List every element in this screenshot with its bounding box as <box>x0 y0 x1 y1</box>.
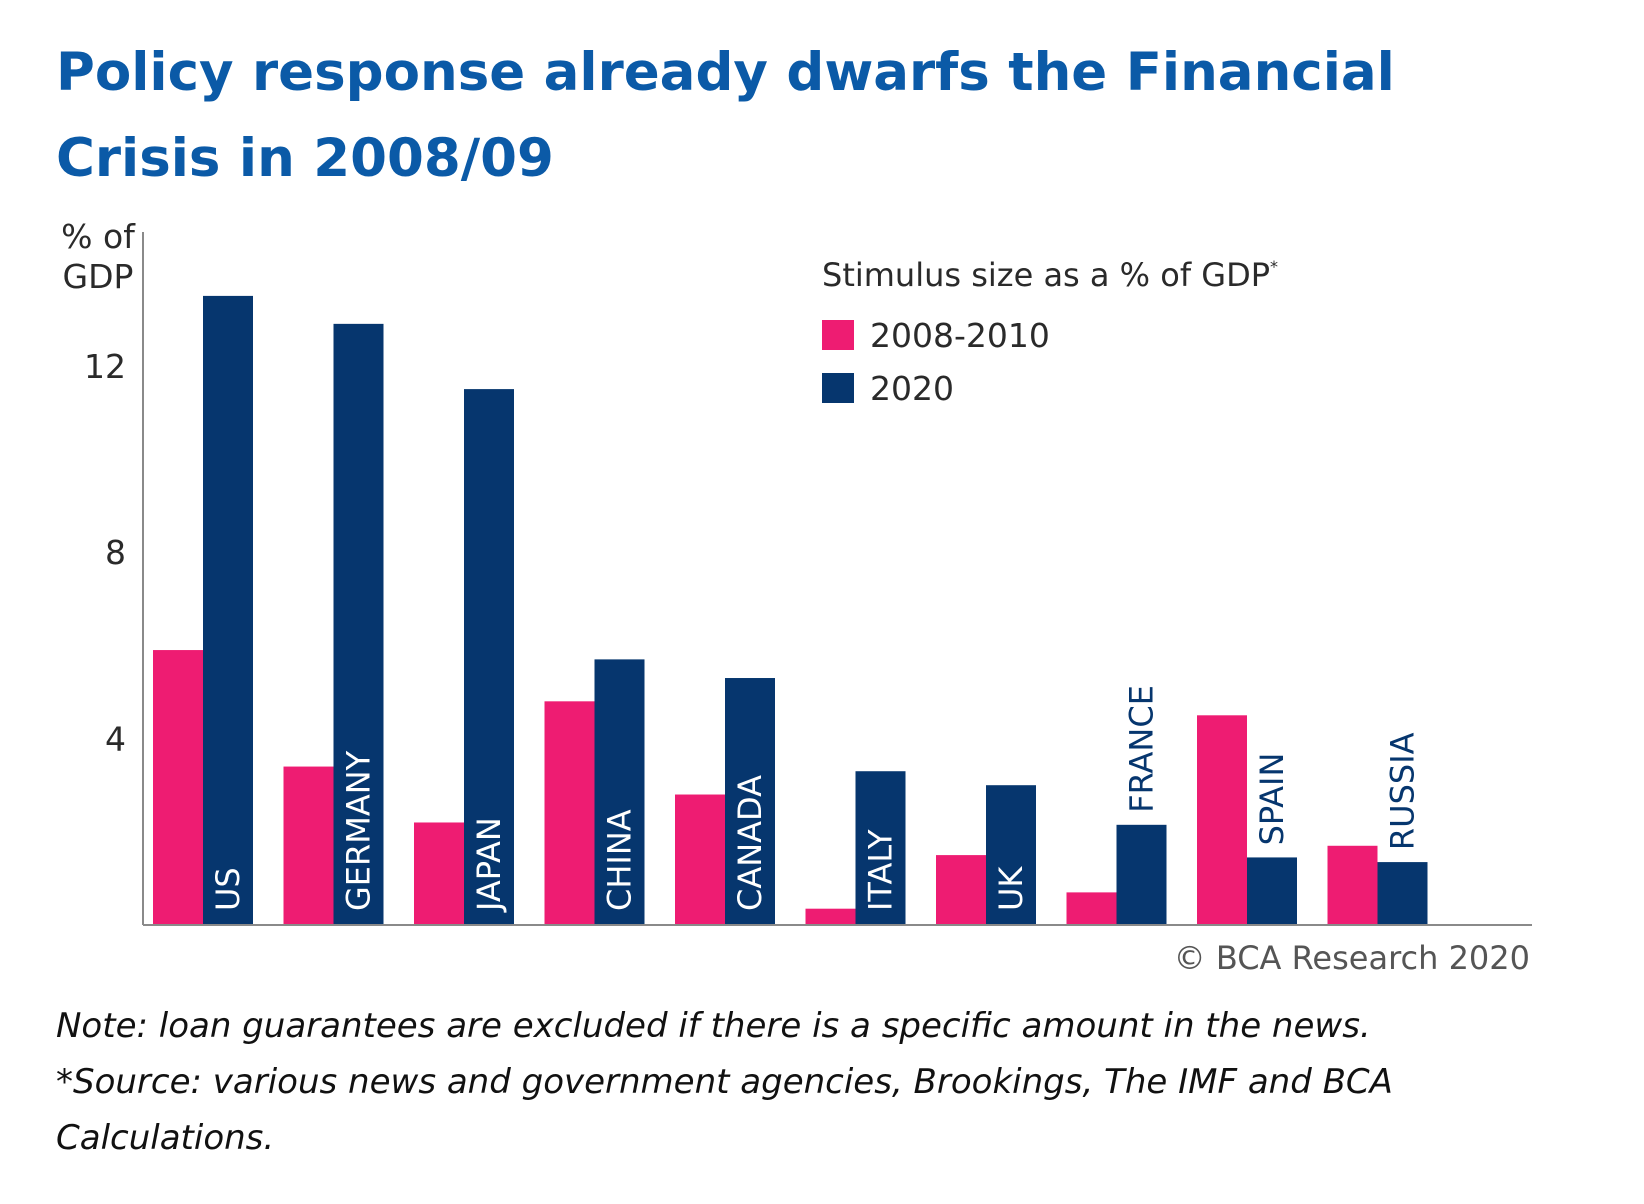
bar-us-2008-2010 <box>153 650 203 925</box>
footnotes: Note: loan guarantees are excluded if th… <box>56 998 1576 1166</box>
bar-france-2008-2010 <box>1066 892 1117 925</box>
category-label-italy: ITALY <box>862 829 900 911</box>
bar-spain-2020 <box>1247 857 1297 925</box>
legend-swatch-2020 <box>822 373 854 403</box>
category-labels: US GERMANY JAPAN CHINA CANADA ITALY UK FRANCE SP… <box>209 685 1422 913</box>
note-source: *Source: various news and government age… <box>56 1062 1393 1158</box>
bar-uk-2020 <box>986 785 1036 925</box>
bar-russia-2020 <box>1377 862 1428 925</box>
bar-chart: % of GDP 4 8 12 US GERMANY JAPAN CHINA CANADA I… <box>61 220 1532 977</box>
bar-uk-2008-2010 <box>936 855 986 925</box>
bar-italy-2008-2010 <box>805 908 856 925</box>
legend-swatch-2008-2010 <box>822 320 854 350</box>
category-label-spain: SPAIN <box>1253 753 1291 846</box>
note-loan-guarantees: Note: loan guarantees are excluded if th… <box>56 1006 1371 1046</box>
bar-canada-2020 <box>725 678 775 925</box>
bar-japan-2020 <box>464 389 514 926</box>
category-label-germany: GERMANY <box>340 750 378 911</box>
bar-italy-2020 <box>855 771 906 925</box>
bar-germany-2008-2010 <box>283 766 334 925</box>
legend-title: Stimulus size as a % of GDP* <box>822 256 1278 294</box>
bar-canada-2008-2010 <box>675 794 725 925</box>
y-tick-label: 8 <box>105 533 126 572</box>
category-label-canada: CANADA <box>731 775 769 911</box>
y-tick-label: 12 <box>84 347 126 386</box>
category-label-russia: RUSSIA <box>1384 732 1422 850</box>
legend-label-2008-2010: 2008-2010 <box>870 316 1050 355</box>
bar-spain-2008-2010 <box>1197 715 1247 925</box>
y-axis-label: % of GDP <box>61 220 136 296</box>
bar-china-2008-2010 <box>544 701 595 925</box>
page-title: Policy response already dwarfs the Finan… <box>56 42 1395 189</box>
category-label-china: CHINA <box>601 809 639 911</box>
bar-us-2020 <box>203 295 253 925</box>
y-axis-label-line-1: % of <box>61 220 136 256</box>
category-label-france: FRANCE <box>1123 685 1161 813</box>
bar-japan-2008-2010 <box>414 822 464 925</box>
y-tick-label: 4 <box>105 720 126 759</box>
category-label-us: US <box>209 867 247 911</box>
bar-germany-2020 <box>333 323 384 925</box>
bars <box>153 295 1428 926</box>
category-label-japan: JAPAN <box>470 817 508 913</box>
bar-russia-2008-2010 <box>1327 845 1378 925</box>
legend: Stimulus size as a % of GDP* 2008-2010 2… <box>822 256 1278 408</box>
copyright-credit: © BCA Research 2020 <box>1174 939 1530 977</box>
legend-label-2020: 2020 <box>870 369 954 408</box>
category-label-uk: UK <box>992 866 1030 911</box>
y-axis-label-line-2: GDP <box>63 257 134 296</box>
bar-china-2020 <box>594 659 645 925</box>
y-tick-labels: 4 8 12 <box>84 347 126 759</box>
bar-france-2020 <box>1116 824 1167 925</box>
